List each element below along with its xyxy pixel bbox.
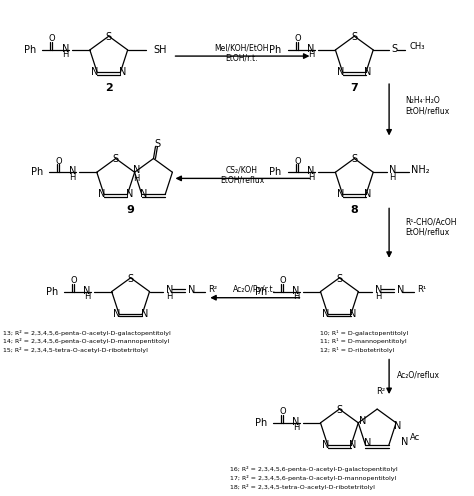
Text: R²: R² (208, 285, 217, 294)
Text: 7: 7 (350, 83, 358, 93)
Text: Ph: Ph (255, 287, 267, 297)
Text: N: N (389, 165, 396, 175)
Text: N: N (91, 67, 99, 77)
Text: O: O (279, 407, 286, 417)
Text: EtOH/reflux: EtOH/reflux (220, 176, 264, 185)
Text: H: H (133, 174, 140, 183)
Text: H: H (166, 292, 173, 301)
Text: N: N (401, 437, 409, 447)
Text: S: S (351, 32, 357, 42)
Text: O: O (294, 157, 301, 166)
Text: Ac: Ac (410, 433, 420, 441)
Text: H: H (375, 292, 382, 301)
Text: N: N (133, 165, 140, 175)
Text: N: N (365, 67, 372, 77)
Text: N: N (397, 285, 404, 295)
Text: 18; R² = 2,3,4,5-tetra-O-acetyl-D-ribotetritolyl: 18; R² = 2,3,4,5-tetra-O-acetyl-D-ribote… (230, 484, 375, 490)
Text: N: N (322, 440, 329, 450)
Text: N: N (358, 416, 366, 426)
Text: MeI/KOH/EtOH: MeI/KOH/EtOH (215, 44, 269, 53)
Text: N: N (322, 309, 329, 319)
Text: R²: R² (376, 387, 386, 396)
Text: S: S (106, 32, 112, 42)
Text: N: N (141, 309, 148, 319)
Text: N: N (292, 286, 300, 296)
Text: N: N (126, 189, 133, 199)
Text: O: O (56, 157, 63, 166)
Text: N: N (166, 285, 174, 295)
Text: 10; R¹ = D-galactopentitolyl: 10; R¹ = D-galactopentitolyl (319, 329, 408, 335)
Text: R¹: R¹ (417, 285, 426, 294)
Text: 11; R¹ = D-mannopentitolyl: 11; R¹ = D-mannopentitolyl (319, 338, 406, 345)
Text: 17; R² = 2,3,4,5,6-penta-O-acetyl-D-mannopentitolyl: 17; R² = 2,3,4,5,6-penta-O-acetyl-D-mann… (230, 475, 396, 481)
Text: N: N (349, 440, 357, 450)
Text: 9: 9 (127, 205, 135, 215)
Text: N: N (113, 309, 121, 319)
Text: SH: SH (154, 45, 167, 55)
Text: N: N (307, 166, 315, 176)
Text: N: N (337, 189, 344, 199)
Text: O: O (71, 276, 77, 285)
Text: NH₂: NH₂ (411, 165, 429, 175)
Text: S: S (155, 138, 161, 149)
Text: N₂H₄·H₂O: N₂H₄·H₂O (405, 96, 440, 105)
Text: N: N (337, 67, 344, 77)
Text: N: N (394, 421, 402, 431)
Text: H: H (293, 423, 300, 433)
Text: N: N (83, 286, 91, 296)
Text: EtOH/reflux: EtOH/reflux (405, 106, 449, 115)
Text: N: N (364, 438, 371, 448)
Text: CS₂/KOH: CS₂/KOH (226, 166, 258, 175)
Text: S: S (113, 154, 119, 165)
Text: H: H (70, 173, 76, 182)
Text: N: N (62, 44, 69, 54)
Text: CH₃: CH₃ (409, 43, 425, 52)
Text: Ac₂O/reflux: Ac₂O/reflux (397, 371, 440, 380)
Text: H: H (84, 292, 91, 301)
Text: N: N (119, 67, 126, 77)
Text: Ph: Ph (269, 167, 282, 177)
Text: EtOH/reflux: EtOH/reflux (405, 228, 449, 237)
Text: H: H (63, 51, 69, 60)
Text: H: H (389, 173, 395, 182)
Text: O: O (49, 35, 55, 44)
Text: 13; R² = 2,3,4,5,6-penta-O-acetyl-D-galactopentitolyl: 13; R² = 2,3,4,5,6-penta-O-acetyl-D-gala… (3, 329, 171, 335)
Text: N: N (98, 189, 106, 199)
Text: 14; R² = 2,3,4,5,6-penta-O-acetyl-D-mannopentitolyl: 14; R² = 2,3,4,5,6-penta-O-acetyl-D-mann… (3, 338, 170, 345)
Text: N: N (365, 189, 372, 199)
Text: Ph: Ph (31, 167, 43, 177)
Text: 8: 8 (350, 205, 358, 215)
Text: O: O (279, 276, 286, 285)
Text: N: N (307, 44, 315, 54)
Text: S: S (337, 274, 342, 284)
Text: H: H (308, 173, 315, 182)
Text: Ph: Ph (255, 418, 267, 428)
Text: 12; R¹ = D-ribotetritolyl: 12; R¹ = D-ribotetritolyl (319, 347, 394, 354)
Text: N: N (375, 285, 383, 295)
Text: R¹-CHO/AcOH: R¹-CHO/AcOH (405, 218, 456, 227)
Text: N: N (140, 189, 147, 199)
Text: Ph: Ph (269, 45, 282, 55)
Text: O: O (294, 35, 301, 44)
Text: Ac₂O/Py/r.t.: Ac₂O/Py/r.t. (233, 285, 276, 294)
Text: N: N (69, 166, 76, 176)
Text: 15; R² = 2,3,4,5-tetra-O-acetyl-D-ribotetritolyl: 15; R² = 2,3,4,5-tetra-O-acetyl-D-ribote… (3, 347, 148, 354)
Text: EtOH/r.t.: EtOH/r.t. (226, 54, 258, 62)
Text: N: N (292, 417, 300, 427)
Text: Ph: Ph (24, 45, 36, 55)
Text: N: N (188, 285, 196, 295)
Text: 16; R² = 2,3,4,5,6-penta-O-acetyl-D-galactopentitolyl: 16; R² = 2,3,4,5,6-penta-O-acetyl-D-gala… (230, 466, 398, 472)
Text: H: H (308, 51, 315, 60)
Text: Ph: Ph (46, 287, 58, 297)
Text: N: N (349, 309, 357, 319)
Text: 2: 2 (105, 83, 113, 93)
Text: S: S (351, 154, 357, 165)
Text: S: S (337, 405, 342, 415)
Text: H: H (293, 292, 300, 301)
Text: S: S (391, 44, 397, 54)
Text: S: S (128, 274, 134, 284)
